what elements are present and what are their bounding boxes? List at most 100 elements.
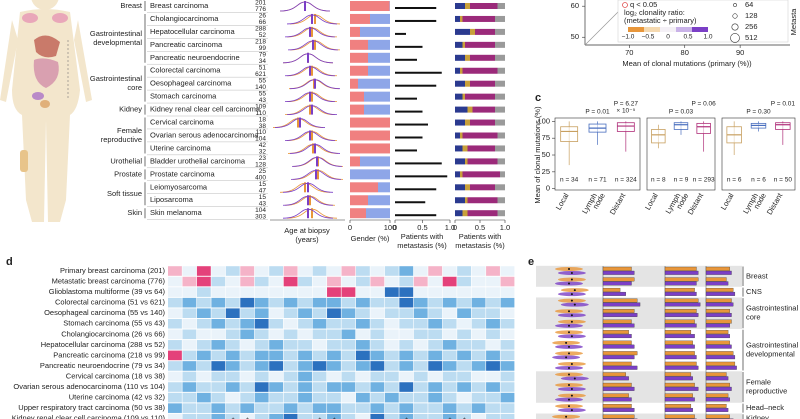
heatmap-cell (442, 413, 457, 419)
site-segment (497, 3, 505, 9)
heatmap-cell (413, 361, 428, 371)
heatmap-cell (413, 318, 428, 329)
p-value-label: P = 0.01 (771, 101, 796, 108)
bar (705, 361, 736, 366)
heatmap-cell (254, 350, 269, 361)
heatmap-cell (283, 350, 298, 361)
violin-median (568, 331, 570, 334)
heatmap-cell (442, 287, 457, 297)
heatmap-cell (399, 382, 414, 392)
heatmap-cell (312, 308, 327, 318)
age-median (309, 104, 311, 115)
heatmap-cell (312, 287, 327, 297)
cancer-type-label: Colorectal carcinoma (150, 66, 221, 75)
heatmap-cell (211, 276, 226, 287)
heatmap-cell (196, 392, 211, 403)
bar (602, 414, 635, 419)
bar (602, 382, 632, 387)
heatmap-cell (182, 382, 197, 392)
row-label: Stomach carcinoma (55 vs 43) (63, 319, 165, 328)
heatmap-cell (327, 276, 341, 287)
heatmap-cell (500, 266, 515, 276)
heatmap-cell (269, 297, 284, 308)
site-segment (475, 28, 495, 35)
gender-female (350, 104, 364, 115)
colorbar-swatch (628, 27, 644, 32)
heatmap-cell (254, 287, 269, 297)
bar (602, 334, 632, 339)
heatmap-cell (211, 392, 226, 403)
violin-median (570, 299, 573, 302)
age-median (307, 208, 309, 219)
violin-median (570, 278, 573, 281)
heatmap-cell (168, 371, 182, 382)
age-median (311, 104, 313, 115)
site-segment (465, 93, 495, 100)
n-primary: 25 (259, 168, 267, 175)
heatmap-cell (486, 308, 500, 318)
heatmap-cell (283, 276, 298, 287)
site-segment (497, 210, 505, 217)
heatmap-cell (298, 266, 312, 276)
heatmap-cell (457, 318, 472, 329)
cancer-type-label: Ovarian serous adenocarcinoma (150, 130, 259, 139)
site-segment (455, 158, 465, 165)
heatmap-cell (355, 340, 370, 350)
heatmap-cell (168, 287, 182, 297)
bar (705, 309, 730, 313)
box (673, 122, 689, 130)
heatmap-cell (471, 329, 486, 340)
gender-female (350, 208, 366, 219)
gender-male (368, 195, 390, 206)
cancer-type-label: Pancreatic carcinoma (150, 40, 223, 49)
heatmap-cell (327, 340, 341, 350)
p-value-label: P = 0.06 (692, 101, 717, 108)
bar (664, 302, 701, 307)
gender-male (350, 169, 390, 180)
bar (705, 334, 730, 339)
site-segment (460, 171, 463, 178)
heatmap-cell (486, 413, 500, 419)
heatmap-cell (211, 297, 226, 308)
x-tick-label: 0 (393, 223, 397, 232)
bar (705, 376, 729, 381)
gender-male (368, 39, 390, 50)
bar (602, 302, 641, 307)
heatmap-cell (225, 392, 240, 403)
heatmap-cell (225, 403, 240, 413)
box (775, 122, 791, 130)
heatmap-cell (254, 392, 269, 403)
site-segment (467, 197, 498, 204)
site-segment (462, 67, 498, 74)
heatmap-cell (341, 350, 356, 361)
heatmap-cell (500, 287, 515, 297)
heatmap-cell (341, 297, 356, 308)
size-legend-label: 64 (745, 0, 753, 9)
size-legend-label: 128 (745, 11, 758, 20)
n-label: n = 71 (588, 177, 607, 184)
heatmap-cell (428, 413, 443, 419)
heatmap-cell (312, 318, 327, 329)
heatmap-cell (471, 308, 486, 318)
bar (705, 397, 730, 402)
heatmap-cell (196, 308, 211, 318)
site-segment (455, 119, 465, 126)
heatmap-cell (327, 361, 341, 371)
heatmap-cell (225, 287, 240, 297)
heatmap-cell (471, 382, 486, 392)
heatmap-cell (168, 392, 182, 403)
n-metastatic: 43 (259, 97, 267, 104)
heatmap-cell (486, 382, 500, 392)
bar (664, 340, 693, 345)
heatmap-cell (486, 350, 500, 361)
heatmap-cell (413, 371, 428, 382)
age-median (309, 195, 311, 206)
age-median (314, 143, 316, 154)
p-value-label: P = 0.30 (746, 109, 771, 116)
heatmap-cell (211, 329, 226, 340)
heatmap-cell (442, 361, 457, 371)
heatmap-cell (399, 266, 414, 276)
violin-median (570, 335, 573, 338)
age-median (311, 208, 313, 219)
heatmap-cell (457, 371, 472, 382)
